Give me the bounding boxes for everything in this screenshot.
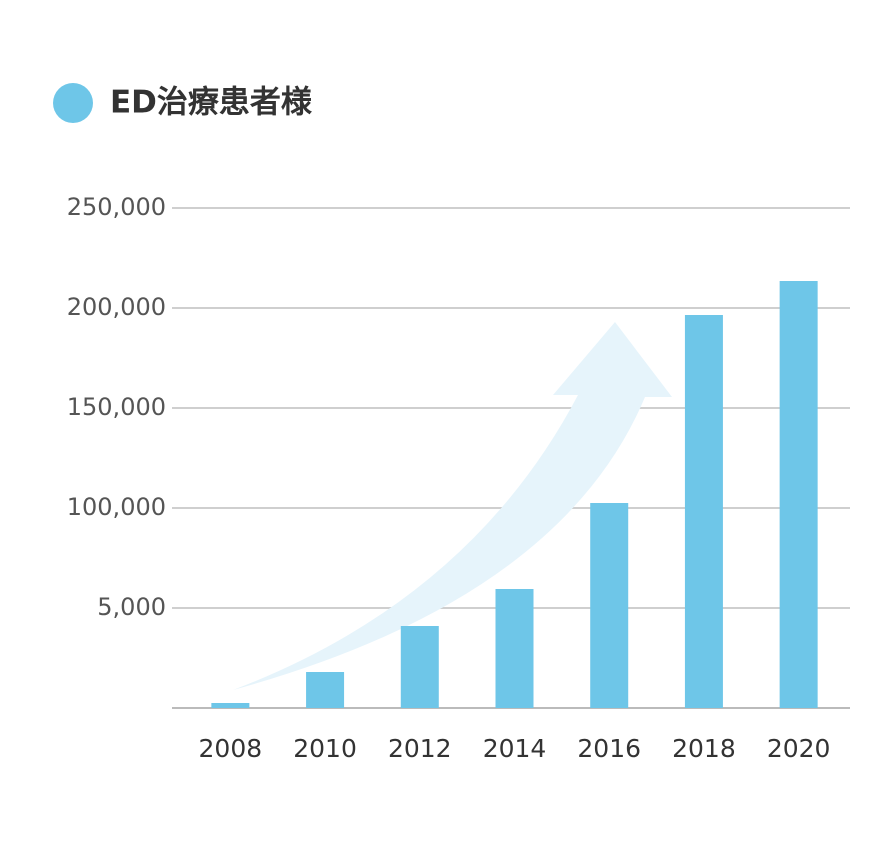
x-tick-label: 2012	[388, 734, 452, 763]
x-tick-label: 2020	[767, 734, 831, 763]
bar	[306, 672, 345, 708]
x-tick-label: 2014	[483, 734, 547, 763]
title-dot	[53, 83, 93, 123]
bar	[684, 315, 723, 708]
x-tick-label: 2018	[672, 734, 736, 763]
bar	[400, 626, 439, 708]
bar	[495, 589, 534, 708]
chart-title: ED治療患者様	[110, 85, 313, 121]
bar	[779, 281, 818, 708]
x-tick-label: 2010	[293, 734, 357, 763]
bar	[211, 703, 250, 708]
y-tick-label: 250,000	[67, 193, 166, 221]
y-tick-label: 100,000	[67, 493, 166, 521]
x-tick-label: 2008	[199, 734, 263, 763]
y-tick-label: 5,000	[97, 593, 166, 621]
x-tick-label: 2016	[577, 734, 641, 763]
growth-arrow	[233, 322, 672, 690]
y-tick-label: 200,000	[67, 293, 166, 321]
bar	[590, 503, 629, 708]
y-tick-label: 150,000	[67, 393, 166, 421]
